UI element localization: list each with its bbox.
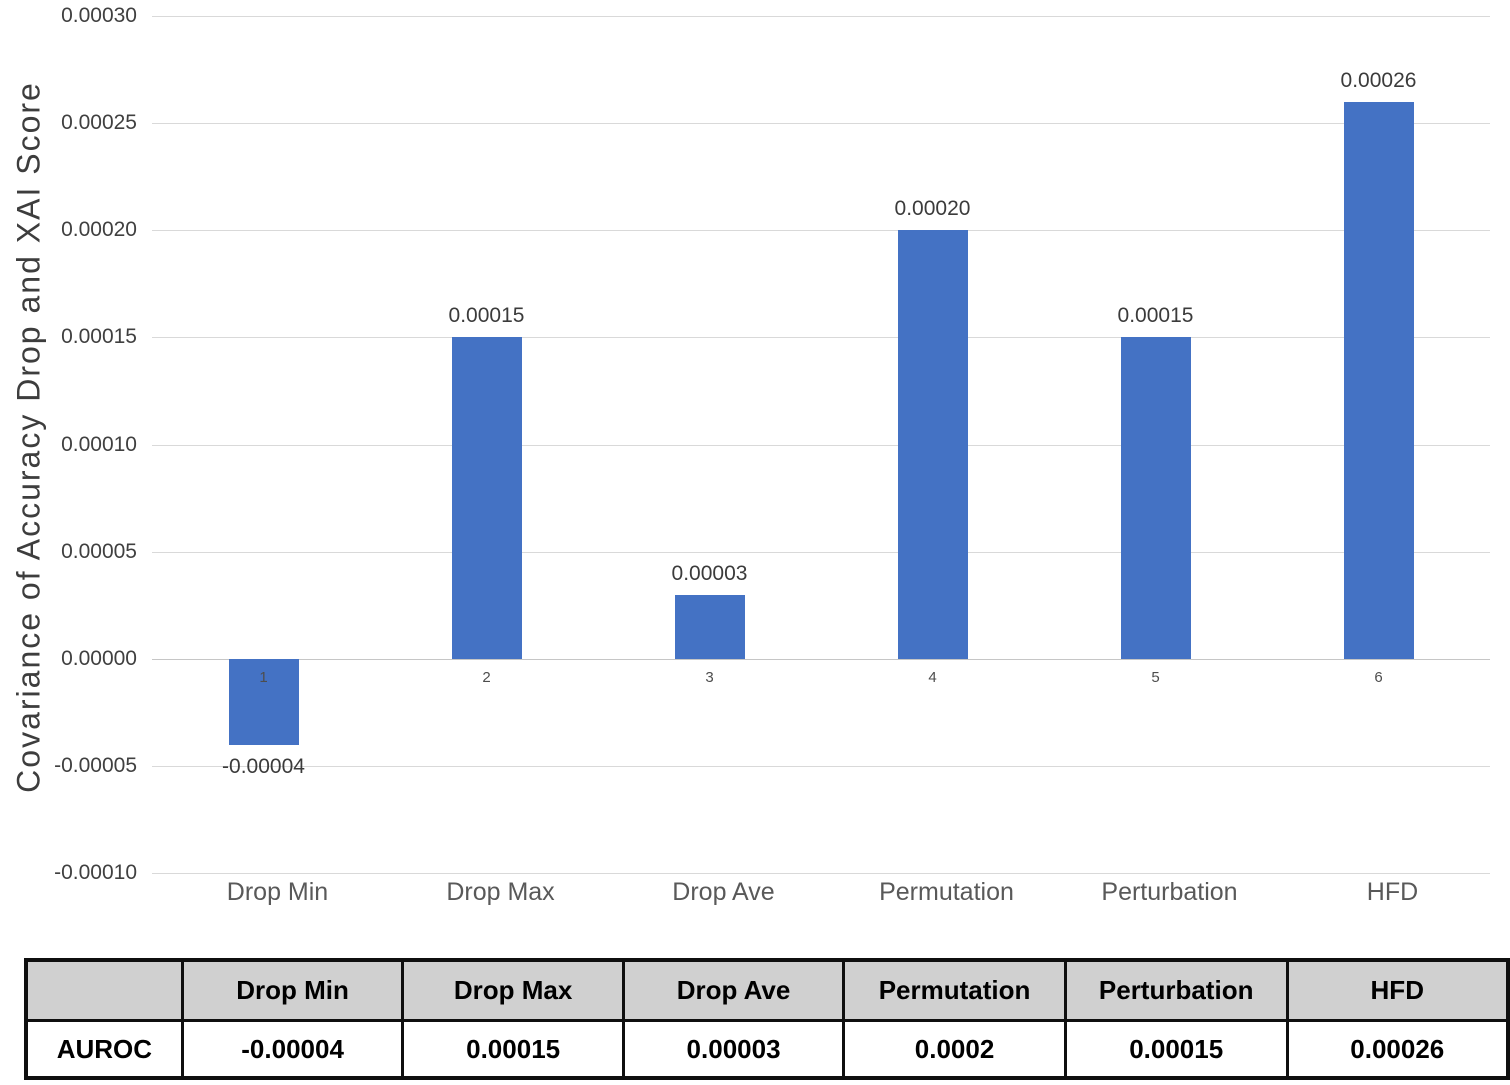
bar	[1343, 101, 1414, 659]
gridline	[152, 337, 1490, 339]
bar-value-label: -0.00004	[222, 754, 305, 778]
y-tick-label: 0.00000	[61, 647, 137, 670]
bar-chart: Covariance of Accuracy Drop and XAI Scor…	[11, 3, 1490, 906]
bar	[451, 337, 522, 659]
table-header-cell: Permutation	[842, 958, 1067, 1022]
table-row: AUROC -0.00004 0.00015 0.00003 0.0002 0.00015…	[24, 1019, 1510, 1080]
category-index-label: 5	[1151, 669, 1160, 686]
table-corner-cell	[24, 958, 184, 1022]
table-body: AUROC -0.00004 0.00015 0.00003 0.0002 0.00015…	[24, 1019, 1510, 1080]
y-tick-label: -0.00010	[54, 861, 137, 885]
bar-value-label: 0.00003	[671, 561, 748, 585]
table-header-cell: HFD	[1285, 958, 1510, 1022]
table-value-cell: 0.00015	[1063, 1019, 1289, 1080]
gridline	[152, 230, 1490, 232]
gridline	[152, 873, 1490, 875]
bar-value-label: 0.00015	[448, 304, 525, 328]
category-label: HFD	[1366, 878, 1419, 906]
table-header-cell: Perturbation	[1063, 958, 1289, 1022]
category-label: Perturbation	[1101, 878, 1238, 906]
table-header-cell: Drop Max	[401, 958, 625, 1022]
bar	[1120, 337, 1191, 659]
gridline	[152, 766, 1490, 768]
y-tick-label: 0.00025	[61, 111, 137, 134]
category-label: Drop Ave	[672, 878, 775, 906]
gridline	[152, 15, 1490, 17]
category-index-label: 3	[705, 669, 714, 686]
bar-value-label: 0.00020	[894, 197, 971, 221]
y-tick-label: -0.00005	[54, 754, 137, 778]
bar	[897, 230, 968, 659]
category-index-label: 1	[259, 669, 268, 686]
y-tick-label: 0.00020	[61, 218, 137, 242]
category-label: Permutation	[879, 878, 1014, 906]
table-header-cell: Drop Min	[180, 958, 405, 1022]
table-header-row: Drop Min Drop Max Drop Ave Permutation Pertu…	[24, 958, 1510, 1022]
category-index-label: 6	[1374, 669, 1383, 686]
category-label: Drop Max	[446, 878, 555, 906]
table-value-cell: 0.00003	[621, 1019, 846, 1080]
category-index-label: 2	[482, 669, 491, 686]
x-axis-line	[152, 659, 1490, 660]
table-value-cell: -0.00004	[180, 1019, 405, 1080]
bar	[674, 594, 745, 659]
table-header-cell: Drop Ave	[621, 958, 846, 1022]
table-value-cell: 0.00026	[1285, 1019, 1510, 1080]
y-tick-label: 0.00010	[61, 432, 137, 456]
y-tick-label: 0.00005	[61, 539, 137, 563]
y-tick-label: 0.00015	[61, 325, 137, 349]
table-header-row: Drop Min Drop Max Drop Ave Permutation Pertu…	[24, 958, 1510, 1022]
table-value-cell: 0.00015	[401, 1019, 625, 1080]
y-tick-label: 0.00030	[61, 3, 137, 27]
gridline	[152, 444, 1490, 446]
category-index-label: 4	[928, 669, 937, 686]
bar-value-label: 0.00015	[1117, 304, 1194, 328]
category-label: Drop Min	[226, 878, 329, 906]
auroc-table: Drop Min Drop Max Drop Ave Permutation Pertu…	[24, 958, 1510, 1080]
table-row-header: AUROC	[24, 1019, 184, 1080]
table-value-cell: 0.0002	[842, 1019, 1067, 1080]
gridline	[152, 123, 1490, 124]
bar-value-label: 0.00026	[1340, 68, 1417, 92]
gridline	[152, 551, 1490, 553]
bar	[228, 659, 299, 745]
